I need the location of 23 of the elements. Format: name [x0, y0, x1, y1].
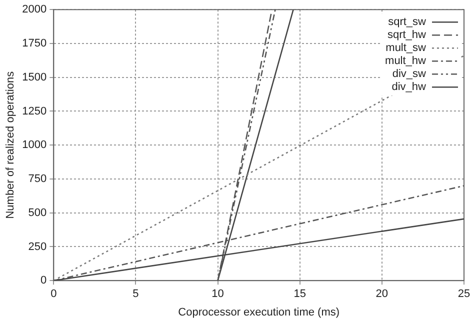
- y-tick-label: 500: [28, 206, 47, 219]
- legend-label: div_hw: [392, 81, 426, 94]
- legend-label: mult_hw: [385, 55, 426, 68]
- x-tick-label: 10: [212, 288, 224, 300]
- legend-label: mult_sw: [386, 42, 426, 54]
- legend-label: sqrt_hw: [387, 29, 426, 42]
- y-tick-label: 1000: [22, 139, 47, 152]
- y-tick-label: 750: [28, 173, 47, 186]
- y-tick-label: 2000: [22, 4, 47, 16]
- legend-label: div_sw: [392, 68, 426, 80]
- x-tick-label: 15: [294, 288, 306, 300]
- x-tick-label: 5: [132, 288, 139, 300]
- y-tick-label: 1250: [22, 105, 47, 118]
- x-axis-title: Coprocessor execution time (ms): [178, 306, 340, 318]
- x-tick-label: 20: [376, 288, 388, 300]
- y-tick-label: 1750: [22, 38, 47, 50]
- y-tick-label: 1500: [22, 71, 47, 84]
- y-tick-label: 0: [40, 274, 47, 287]
- y-axis-title: Number of realized operations: [4, 70, 17, 219]
- x-tick-label: 0: [50, 288, 57, 300]
- x-tick-label: 25: [458, 288, 470, 300]
- y-tick-label: 250: [28, 240, 47, 253]
- legend-label: sqrt_sw: [388, 16, 426, 28]
